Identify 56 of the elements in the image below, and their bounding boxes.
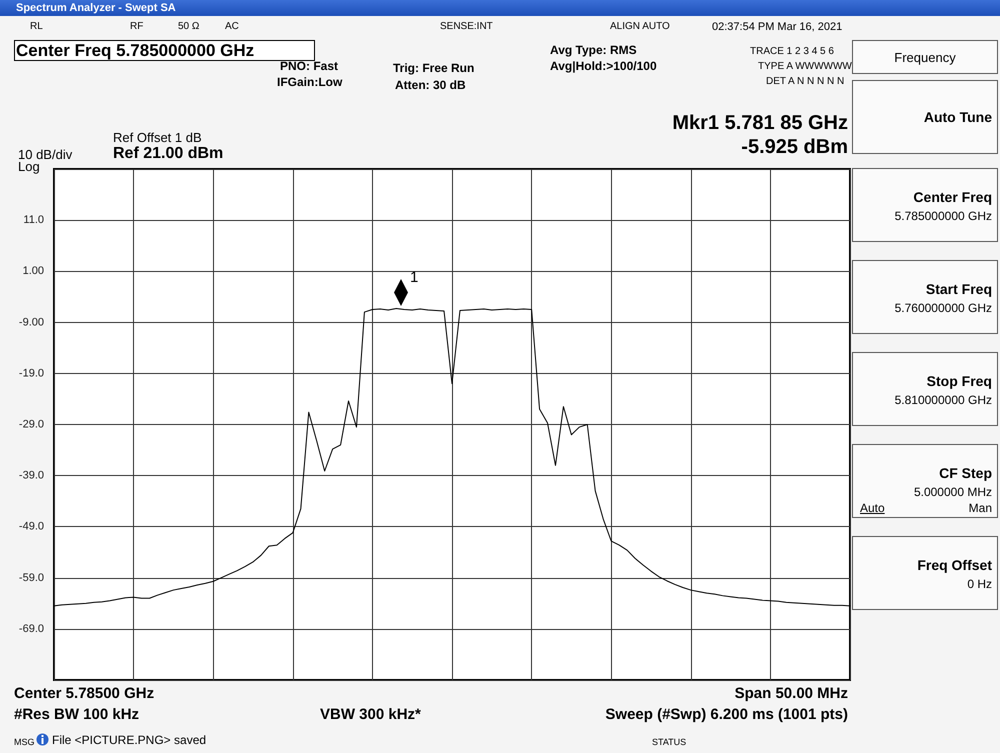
text: Start Freq bbox=[926, 281, 992, 297]
text: DET A N N N N N bbox=[766, 76, 844, 87]
text: IFGain:Low bbox=[277, 75, 342, 89]
y-tick-label: -69.0 bbox=[18, 622, 44, 635]
text: Sweep (#Swp) 6.200 ms (1001 pts) bbox=[605, 706, 848, 723]
text: Mkr1 5.781 85 GHz bbox=[672, 112, 848, 134]
text: Frequency bbox=[894, 50, 956, 65]
text: 5.810000000 GHz bbox=[894, 393, 992, 407]
annotation: 1 bbox=[410, 269, 418, 286]
text: Center Freq 5.785000000 GHz bbox=[16, 41, 254, 60]
text: RF bbox=[130, 21, 144, 32]
y-tick-label: -9.00 bbox=[18, 316, 44, 328]
text: 5.000000 MHz bbox=[914, 485, 992, 499]
text: Center Freq bbox=[913, 189, 992, 205]
text: File <PICTURE.PNG> saved bbox=[52, 733, 206, 747]
text: TRACE 1 2 3 4 5 6 bbox=[750, 46, 834, 57]
text: -5.925 dBm bbox=[741, 136, 848, 158]
text: Center 5.78500 GHz bbox=[14, 685, 154, 702]
text: ALIGN AUTO bbox=[610, 21, 670, 32]
text: Avg|Hold:>100/100 bbox=[550, 59, 657, 73]
text: Atten: 30 dB bbox=[395, 78, 466, 92]
y-tick-label: -59.0 bbox=[18, 572, 44, 584]
y-tick-label: 1.00 bbox=[22, 265, 44, 278]
chart-title: Spectrum Analyzer - Swept SA bbox=[0, 0, 1000, 16]
text: 50 Ω bbox=[178, 21, 200, 32]
text: 02:37:54 PM Mar 16, 2021 bbox=[712, 21, 842, 33]
text: Trig: Free Run bbox=[393, 61, 474, 75]
text: Man bbox=[968, 501, 992, 515]
y-tick-label: -39.0 bbox=[18, 470, 44, 482]
text: 5.760000000 GHz bbox=[894, 301, 992, 315]
text: Log bbox=[18, 159, 40, 174]
text: RL bbox=[30, 21, 43, 32]
y-tick-label: 11.0 bbox=[23, 214, 44, 226]
text: 5.785000000 GHz bbox=[894, 209, 992, 223]
text: Span 50.00 MHz bbox=[734, 685, 848, 702]
text: MSG bbox=[14, 737, 35, 747]
text: 0 Hz bbox=[967, 577, 992, 591]
text: Avg Type: RMS bbox=[550, 43, 637, 57]
text: Freq Offset bbox=[917, 557, 992, 573]
y-tick-label: -19.0 bbox=[18, 367, 44, 380]
text: Ref Offset 1 dB bbox=[113, 130, 202, 145]
text: Ref 21.00 dBm bbox=[113, 145, 224, 162]
text: Auto bbox=[860, 501, 885, 515]
text: AC bbox=[225, 21, 239, 32]
y-tick-label: -29.0 bbox=[18, 418, 44, 430]
text: CF Step bbox=[939, 465, 992, 481]
text: PNO: Fast bbox=[280, 59, 338, 73]
text: Auto Tune bbox=[924, 109, 992, 125]
text: Stop Freq bbox=[926, 373, 992, 389]
text: SENSE:INT bbox=[440, 21, 493, 32]
y-tick-label: -49.0 bbox=[18, 520, 44, 533]
text: VBW 300 kHz* bbox=[320, 706, 421, 723]
text: TYPE A WWWWWW bbox=[758, 61, 852, 72]
text: 10 dB/div bbox=[18, 147, 72, 162]
text: STATUS bbox=[652, 737, 686, 747]
text: #Res BW 100 kHz bbox=[14, 706, 140, 723]
